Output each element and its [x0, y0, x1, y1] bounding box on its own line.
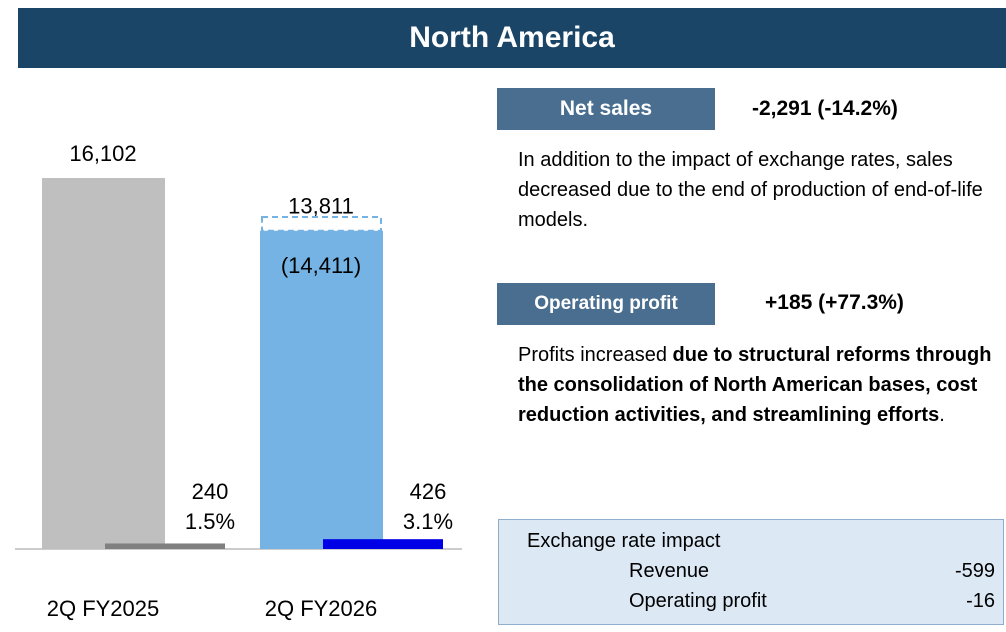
reference-label: (14,411) [281, 253, 361, 278]
chart: 16,102 240 1.5% 2Q FY2025 13,811 426 3.1% 2Q FY… [15, 141, 462, 621]
value-label: 16,102 [69, 141, 136, 166]
margin-label: 1.5% [185, 509, 235, 534]
exchange-title: Exchange rate impact [527, 530, 721, 552]
x-tick-label: 2Q FY2026 [265, 596, 378, 621]
net-sales-description: In addition to the impact of exchange ra… [518, 149, 983, 231]
description-part: due to structural reforms through the co… [518, 344, 992, 426]
net-sales-change: -2,291 (-14.2%) [752, 97, 898, 120]
x-tick-label: 2Q FY2025 [47, 596, 160, 621]
operating-profit-description: Profits increased due to structural refo… [518, 340, 1003, 430]
net-sales-label: Net sales [497, 88, 715, 130]
exchange-box: Exchange rate impact Revenue -599 Operat… [498, 519, 1004, 625]
header-title: North America [18, 8, 1006, 68]
value-label: 240 [192, 479, 229, 504]
bar [42, 178, 165, 549]
exchange-row-label: Operating profit [629, 590, 767, 612]
value-label: 426 [410, 479, 447, 504]
operating-profit-label: Operating profit [497, 283, 715, 325]
bar [323, 539, 443, 549]
bar [260, 230, 383, 549]
description-part: . [939, 404, 945, 426]
bar [105, 543, 225, 549]
value-label: 13,811 [288, 194, 354, 219]
margin-label: 3.1% [403, 509, 453, 534]
exchange-row-value: -599 [954, 560, 995, 582]
reference-outline [261, 215, 382, 232]
exchange-row-value: -16 [966, 590, 995, 612]
description-part: Profits increased [518, 344, 673, 366]
operating-profit-change: +185 (+77.3%) [765, 291, 904, 314]
exchange-row-label: Revenue [629, 560, 710, 582]
